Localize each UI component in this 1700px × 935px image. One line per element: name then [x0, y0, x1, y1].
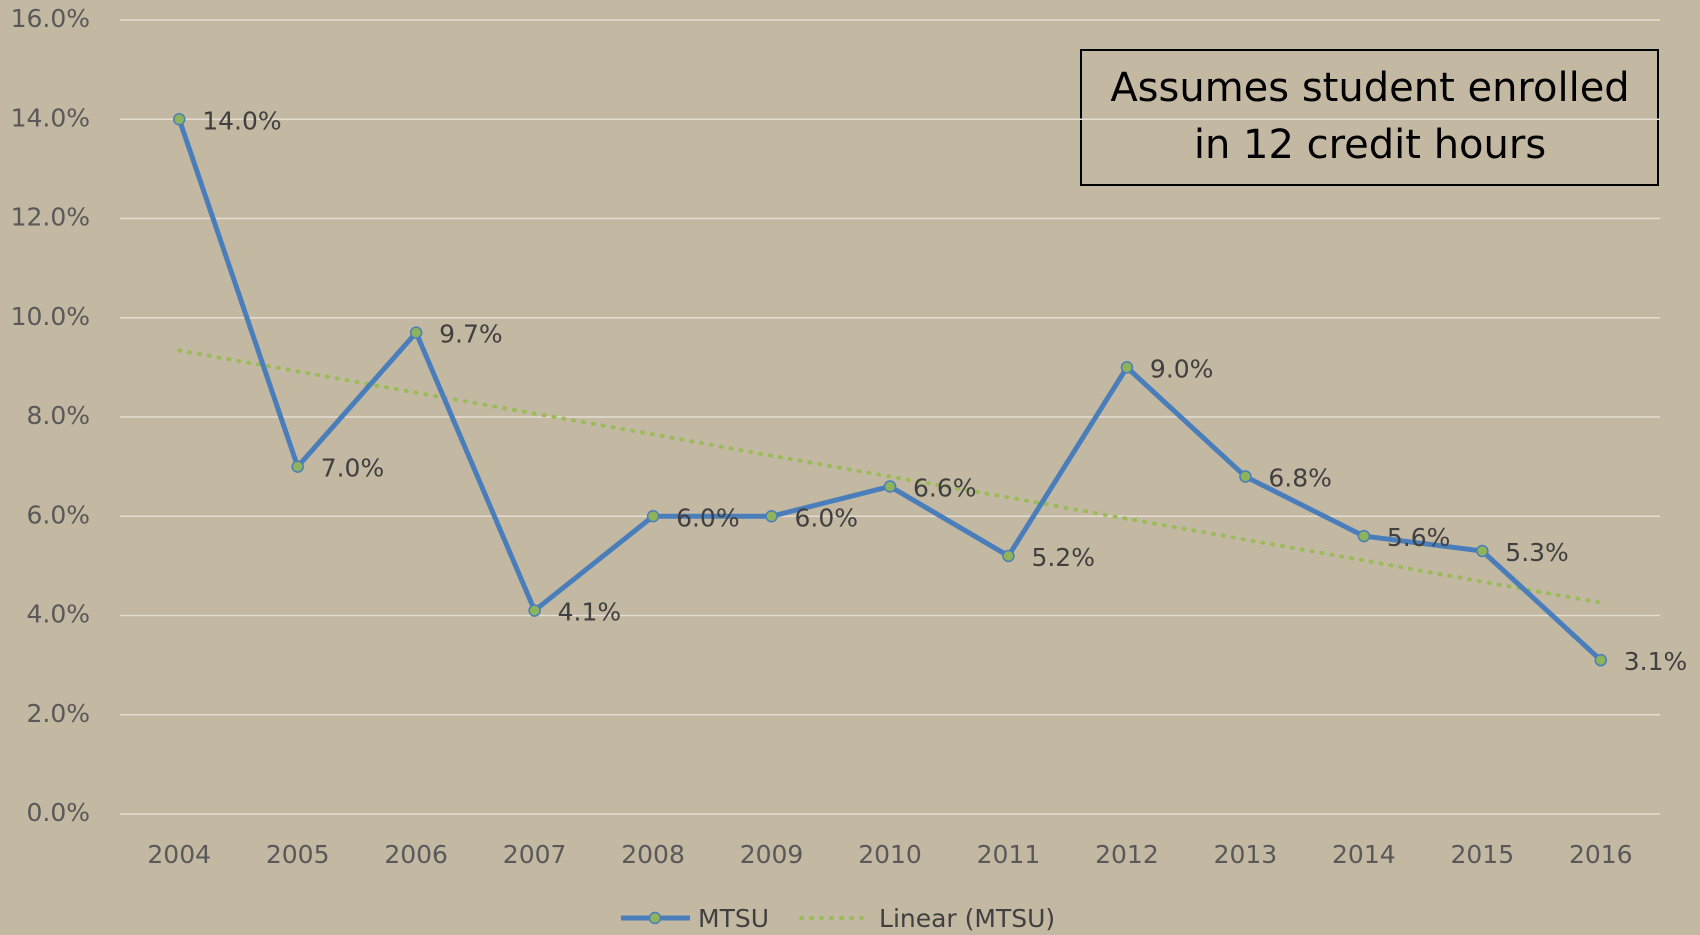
x-tick-label: 2010	[858, 840, 922, 869]
marker	[409, 326, 423, 339]
y-tick-label: 4.0%	[26, 600, 90, 629]
marker	[1357, 529, 1371, 543]
data-label: 6.6%	[913, 473, 977, 502]
x-tick-label: 2012	[1095, 840, 1159, 869]
legend-label: MTSU	[698, 904, 769, 933]
x-tick-label: 2013	[1214, 840, 1278, 869]
marker	[646, 510, 660, 523]
marker	[1120, 361, 1134, 374]
trendline	[177, 348, 1603, 605]
annotation-box	[1080, 49, 1659, 186]
marker	[291, 460, 304, 473]
marker	[1476, 544, 1489, 558]
x-tick-label: 2008	[621, 840, 685, 869]
data-label: 4.1%	[558, 598, 622, 627]
annotation: Assumes student enrolled	[1110, 65, 1629, 111]
data-label: 6.0%	[676, 503, 740, 532]
y-tick-label: 16.0%	[11, 4, 90, 33]
x-tick-label: 2009	[740, 840, 804, 869]
x-tick-label: 2015	[1450, 840, 1514, 869]
y-tick-label: 6.0%	[26, 500, 90, 529]
data-label: 9.0%	[1150, 354, 1214, 383]
x-tick-label: 2005	[266, 840, 330, 869]
y-tick-label: 12.0%	[11, 203, 90, 232]
marker	[1002, 549, 1015, 563]
marker	[1239, 470, 1252, 483]
annotation: in 12 credit hours	[1194, 122, 1546, 168]
data-label: 9.7%	[439, 320, 503, 349]
y-tick-label: 8.0%	[26, 401, 90, 430]
marker	[172, 113, 186, 126]
data-label: 6.8%	[1268, 464, 1332, 493]
y-tick-label: 14.0%	[11, 103, 90, 132]
marker	[765, 510, 778, 523]
legend-marker	[648, 911, 662, 925]
data-label: 5.6%	[1387, 523, 1451, 552]
x-tick-label: 2006	[384, 840, 448, 869]
data-label: 5.2%	[1031, 543, 1095, 572]
marker	[528, 604, 541, 617]
marker	[883, 480, 897, 493]
series-line	[176, 118, 1603, 663]
data-label: 5.3%	[1505, 538, 1569, 567]
legend-label: Linear (MTSU)	[879, 904, 1055, 933]
x-tick-label: 2016	[1569, 840, 1633, 869]
data-label: 3.1%	[1624, 647, 1688, 676]
data-label: 7.0%	[321, 454, 385, 483]
marker	[1594, 653, 1608, 667]
data-label: 14.0%	[202, 106, 281, 135]
data-label: 6.0%	[795, 503, 859, 532]
x-tick-label: 2011	[977, 840, 1041, 869]
x-tick-label: 2007	[503, 840, 567, 869]
x-tick-label: 2004	[147, 840, 211, 869]
y-tick-label: 0.0%	[26, 798, 90, 827]
y-tick-label: 2.0%	[26, 699, 90, 728]
x-tick-label: 2014	[1332, 840, 1396, 869]
y-tick-label: 10.0%	[11, 302, 90, 331]
